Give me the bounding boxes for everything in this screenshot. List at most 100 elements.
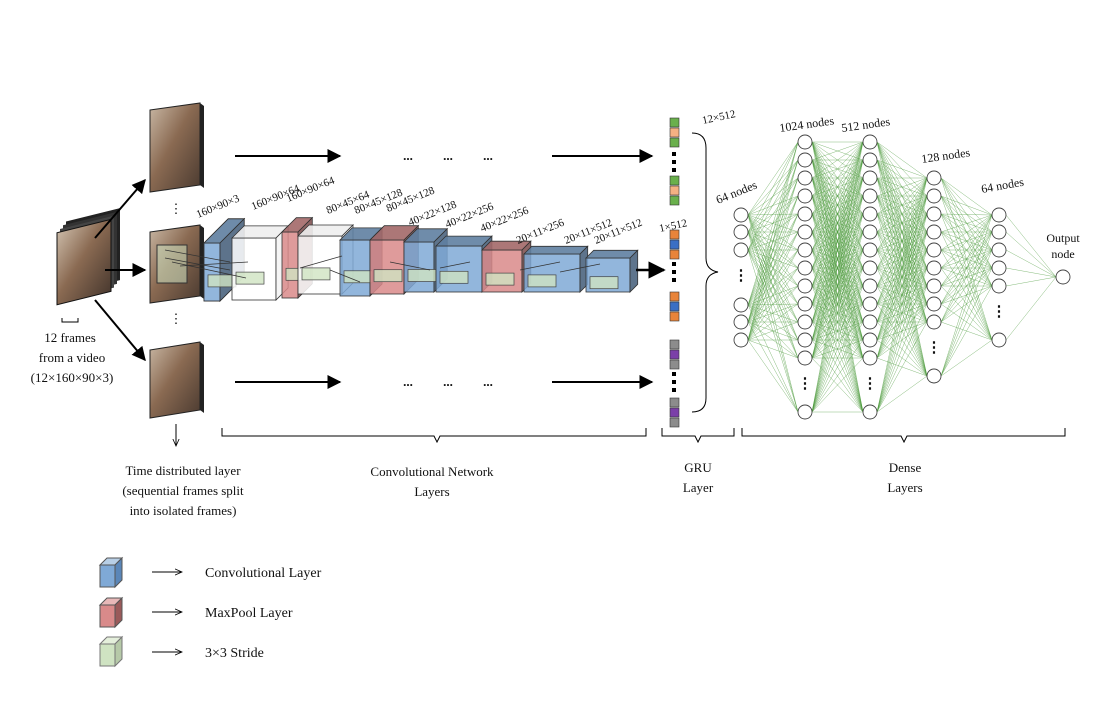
dense-layer-label-5: 64 nodes bbox=[980, 175, 1025, 196]
dense-edge-463 bbox=[940, 214, 993, 305]
dense-edge-51 bbox=[747, 285, 799, 306]
flow-ellipsis-top-2: ... bbox=[443, 148, 453, 163]
gru-dot-3 bbox=[672, 168, 676, 172]
legend-item-maxpool: MaxPool Layer bbox=[98, 596, 293, 629]
dense-edge-254 bbox=[811, 159, 864, 359]
dense-edge-15 bbox=[747, 141, 799, 233]
legend-item-stride: 3×3 Stride bbox=[98, 635, 264, 668]
dense-node-16 bbox=[797, 296, 813, 312]
split-arrow-top bbox=[94, 178, 146, 239]
dense-edge-484 bbox=[1005, 267, 1057, 278]
dense-edge-483 bbox=[1005, 249, 1057, 278]
conv-dim-label-3: 160×90×64 bbox=[285, 174, 337, 204]
dense-edge-477 bbox=[940, 249, 993, 377]
dense-node-42 bbox=[926, 296, 942, 312]
dense-node-43 bbox=[926, 314, 942, 330]
dense-edge-30 bbox=[747, 159, 799, 251]
dense-edge-481 bbox=[1005, 214, 1057, 278]
output-label-1: Output bbox=[1046, 231, 1080, 245]
gru-top-dim: 12×512 bbox=[701, 108, 736, 127]
dense-node-41 bbox=[926, 278, 942, 294]
dense-edge-183 bbox=[811, 141, 864, 269]
output-label-2: node bbox=[1051, 247, 1074, 261]
frame-image-bottom bbox=[149, 341, 201, 419]
dense-edge-70 bbox=[747, 321, 799, 413]
frames-label-2: from a video bbox=[39, 350, 105, 365]
dense-edge-281 bbox=[876, 141, 928, 179]
gru-cell-1 bbox=[669, 117, 680, 128]
dense-node-39 bbox=[926, 242, 942, 258]
dense-edge-485 bbox=[1005, 276, 1057, 287]
gru-cell-3 bbox=[669, 137, 680, 148]
dense-edge-197 bbox=[811, 141, 864, 287]
gru-cell-4 bbox=[669, 175, 680, 186]
gru-cell-14 bbox=[669, 349, 680, 360]
split-frame-top bbox=[149, 102, 204, 193]
dense-node-25 bbox=[862, 206, 878, 222]
gru-cell-5 bbox=[669, 185, 680, 196]
stride-box-9 bbox=[439, 270, 469, 284]
dense-node-6 bbox=[733, 332, 749, 348]
dense-edge-74 bbox=[747, 195, 799, 341]
conv-block-front-9 bbox=[435, 245, 483, 293]
stride-connector-9 bbox=[519, 261, 561, 271]
dense-edge-415 bbox=[876, 249, 928, 413]
dense-edge-1 bbox=[747, 141, 799, 216]
gru-brace bbox=[691, 132, 719, 413]
dense-node-46 bbox=[991, 224, 1007, 240]
dense-edge-361 bbox=[876, 177, 928, 287]
gru-dot-5 bbox=[672, 270, 676, 274]
gru-column bbox=[669, 117, 680, 428]
conv-block-front-8 bbox=[403, 241, 435, 293]
gru-cell-8 bbox=[669, 239, 680, 250]
frames-vertical-dots-1: ⋮ bbox=[170, 201, 183, 216]
dense-edge-255 bbox=[811, 177, 864, 359]
dense-node-27 bbox=[862, 242, 878, 258]
dense-node-4 bbox=[733, 297, 749, 313]
dense-edge-270 bbox=[811, 195, 864, 413]
conv-block-front-6 bbox=[339, 239, 371, 297]
conv-block-top-12 bbox=[585, 249, 639, 259]
dense-edge-434 bbox=[940, 213, 993, 233]
dense-edge-43 bbox=[747, 141, 799, 306]
dense-section-brace bbox=[741, 428, 1066, 444]
dense-node-3 bbox=[733, 242, 749, 258]
dense-edge-433 bbox=[940, 213, 993, 216]
dense-edge-29 bbox=[747, 141, 799, 251]
dense-edge-381 bbox=[876, 177, 928, 323]
dense-node-21 bbox=[862, 134, 878, 150]
stride-connector-6 bbox=[329, 269, 361, 283]
dense-vertical-dots-4-1: ⋮ bbox=[927, 340, 942, 356]
dense-node-36 bbox=[926, 188, 942, 204]
dense-edge-127 bbox=[811, 141, 864, 197]
gru-dot-6 bbox=[672, 278, 676, 282]
dense-node-38 bbox=[926, 224, 942, 240]
dense-vertical-dots-5-1: ⋮ bbox=[992, 304, 1007, 320]
dense-node-18 bbox=[797, 332, 813, 348]
dense-node-14 bbox=[797, 260, 813, 276]
legend-conv-icon-front bbox=[99, 564, 116, 588]
dense-edge-77 bbox=[747, 249, 799, 341]
dense-edge-291 bbox=[876, 159, 928, 179]
conv-block-side-12 bbox=[629, 249, 639, 293]
dense-node-17 bbox=[797, 314, 813, 330]
dense-edge-72 bbox=[747, 159, 799, 341]
conv-block-front-5 bbox=[297, 235, 343, 295]
dense-node-50 bbox=[991, 332, 1007, 348]
flow-ellipsis-top-3: ... bbox=[483, 148, 493, 163]
dense-edge-279 bbox=[811, 357, 864, 413]
dense-node-31 bbox=[862, 314, 878, 330]
conv-blocks bbox=[164, 216, 639, 302]
dense-edge-169 bbox=[811, 141, 864, 251]
dense-edge-55 bbox=[747, 304, 799, 359]
legend-maxpool-icon-side bbox=[114, 596, 123, 629]
dense-edge-321 bbox=[876, 177, 928, 215]
dense-edge-272 bbox=[811, 231, 864, 413]
dense-node-7 bbox=[797, 134, 813, 150]
gru-cell-17 bbox=[669, 407, 680, 418]
dense-edge-274 bbox=[811, 267, 864, 413]
gru-section-brace bbox=[661, 428, 735, 444]
dense-edge-267 bbox=[811, 141, 864, 413]
dense-edge-416 bbox=[876, 267, 928, 413]
dense-edge-278 bbox=[811, 339, 864, 413]
